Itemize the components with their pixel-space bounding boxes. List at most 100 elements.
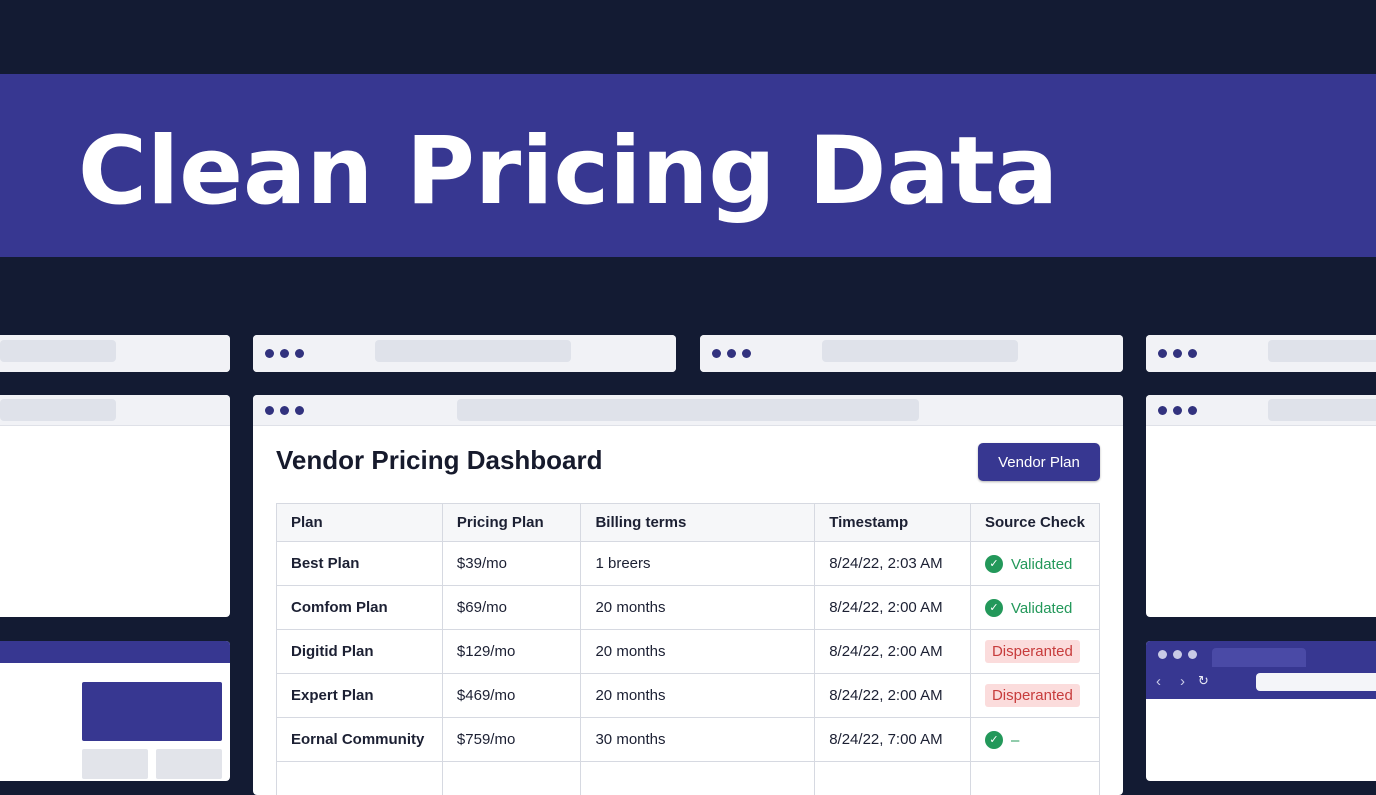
column-header-source-check[interactable]: Source Check xyxy=(970,504,1099,542)
address-bar[interactable] xyxy=(822,340,1018,362)
window-header xyxy=(0,641,230,663)
timestamp-cell: 8/24/22, 2:00 AM xyxy=(815,630,971,674)
address-bar[interactable] xyxy=(1268,399,1376,421)
browser-window-top-2 xyxy=(253,335,676,372)
placeholder-block xyxy=(156,749,222,779)
table-row[interactable]: Comfom Plan $69/mo 20 months 8/24/22, 2:… xyxy=(277,586,1100,630)
window-dot[interactable] xyxy=(1188,349,1197,358)
price-cell: $129/mo xyxy=(442,630,581,674)
table-row[interactable]: Best Plan $39/mo 1 breers 8/24/22, 2:03 … xyxy=(277,542,1100,586)
browser-toolbar xyxy=(0,335,230,372)
price-cell: $469/mo xyxy=(442,674,581,718)
column-header-plan[interactable]: Plan xyxy=(277,504,443,542)
column-header-pricing-plan[interactable]: Pricing Plan xyxy=(442,504,581,542)
browser-tab[interactable] xyxy=(1212,648,1306,667)
address-bar[interactable] xyxy=(0,399,116,421)
window-dot[interactable] xyxy=(1188,650,1197,659)
source-check-cell: ✓Validated xyxy=(970,586,1099,630)
billing-cell: 20 months xyxy=(581,630,815,674)
dashboard-window: Vendor Pricing Dashboard Vendor Plan Pla… xyxy=(253,395,1123,795)
table-row[interactable]: Digitid Plan $129/mo 20 months 8/24/22, … xyxy=(277,630,1100,674)
window-dot[interactable] xyxy=(1173,349,1182,358)
empty-cell xyxy=(815,762,971,795)
table-row[interactable]: Expert Plan $469/mo 20 months 8/24/22, 2… xyxy=(277,674,1100,718)
timestamp-cell: 8/24/22, 2:03 AM xyxy=(815,542,971,586)
column-header-billing-terms[interactable]: Billing terms xyxy=(581,504,815,542)
browser-toolbar xyxy=(1146,335,1376,372)
plan-cell: Comfom Plan xyxy=(277,586,443,630)
window-controls xyxy=(712,335,751,372)
plan-cell: Digitid Plan xyxy=(277,630,443,674)
billing-cell: 20 months xyxy=(581,674,815,718)
billing-cell: 1 breers xyxy=(581,542,815,586)
address-bar[interactable] xyxy=(457,399,919,421)
window-dot[interactable] xyxy=(1158,406,1167,415)
timestamp-cell: 8/24/22, 2:00 AM xyxy=(815,586,971,630)
status-badge: Disperanted xyxy=(985,684,1080,707)
window-header: ‹ › ↻ xyxy=(1146,641,1376,699)
window-dot[interactable] xyxy=(295,406,304,415)
window-dot[interactable] xyxy=(265,406,274,415)
window-dot[interactable] xyxy=(1188,406,1197,415)
column-header-timestamp[interactable]: Timestamp xyxy=(815,504,971,542)
window-dot[interactable] xyxy=(727,349,736,358)
window-dot[interactable] xyxy=(280,349,289,358)
billing-cell: 20 months xyxy=(581,586,815,630)
address-bar[interactable] xyxy=(375,340,571,362)
content-block xyxy=(82,682,222,741)
source-check-cell: Disperanted xyxy=(970,630,1099,674)
price-cell: $69/mo xyxy=(442,586,581,630)
price-cell: $759/mo xyxy=(442,718,581,762)
address-bar[interactable] xyxy=(0,340,116,362)
plan-cell: Eornal Community xyxy=(277,718,443,762)
address-bar[interactable] xyxy=(1268,340,1376,362)
reload-icon[interactable]: ↻ xyxy=(1198,673,1209,689)
window-dot[interactable] xyxy=(1173,406,1182,415)
source-check-cell: ✓– xyxy=(970,718,1099,762)
table-row[interactable] xyxy=(277,762,1100,795)
forward-icon[interactable]: › xyxy=(1180,673,1185,690)
empty-cell xyxy=(442,762,581,795)
window-dot[interactable] xyxy=(1158,349,1167,358)
window-dot[interactable] xyxy=(295,349,304,358)
browser-toolbar xyxy=(253,335,676,372)
address-bar[interactable] xyxy=(1256,673,1376,691)
window-dot[interactable] xyxy=(280,406,289,415)
status-text: Validated xyxy=(1011,600,1072,617)
table-row[interactable]: Eornal Community $759/mo 30 months 8/24/… xyxy=(277,718,1100,762)
empty-cell xyxy=(970,762,1099,795)
window-dot[interactable] xyxy=(1158,650,1167,659)
window-controls xyxy=(1158,335,1197,372)
window-controls xyxy=(1158,641,1197,667)
window-dot[interactable] xyxy=(712,349,721,358)
plan-cell: Expert Plan xyxy=(277,674,443,718)
browser-toolbar xyxy=(253,395,1123,426)
window-controls xyxy=(265,395,304,425)
browser-window-bottom-left xyxy=(0,641,230,781)
check-circle-icon: ✓ xyxy=(985,731,1003,749)
back-icon[interactable]: ‹ xyxy=(1156,673,1161,690)
pricing-table: Plan Pricing Plan Billing terms Timestam… xyxy=(276,503,1100,795)
status-text: – xyxy=(1011,732,1019,749)
vendor-plan-button[interactable]: Vendor Plan xyxy=(978,443,1100,481)
status-badge: Disperanted xyxy=(985,640,1080,663)
empty-cell xyxy=(277,762,443,795)
browser-window-left xyxy=(0,395,230,617)
browser-toolbar xyxy=(700,335,1123,372)
page-title: Vendor Pricing Dashboard xyxy=(276,445,603,476)
browser-toolbar xyxy=(0,395,230,426)
plan-cell: Best Plan xyxy=(277,542,443,586)
window-dot[interactable] xyxy=(742,349,751,358)
window-dot[interactable] xyxy=(265,349,274,358)
price-cell: $39/mo xyxy=(442,542,581,586)
browser-toolbar xyxy=(1146,395,1376,426)
source-check-cell: ✓ Validated xyxy=(970,542,1099,586)
status-text: Validated xyxy=(1011,556,1072,573)
browser-window-right xyxy=(1146,395,1376,617)
timestamp-cell: 8/24/22, 2:00 AM xyxy=(815,674,971,718)
window-dot[interactable] xyxy=(1173,650,1182,659)
billing-cell: 30 months xyxy=(581,718,815,762)
source-check-cell: Disperanted xyxy=(970,674,1099,718)
browser-window-top-left xyxy=(0,335,230,372)
check-circle-icon: ✓ xyxy=(985,555,1003,573)
